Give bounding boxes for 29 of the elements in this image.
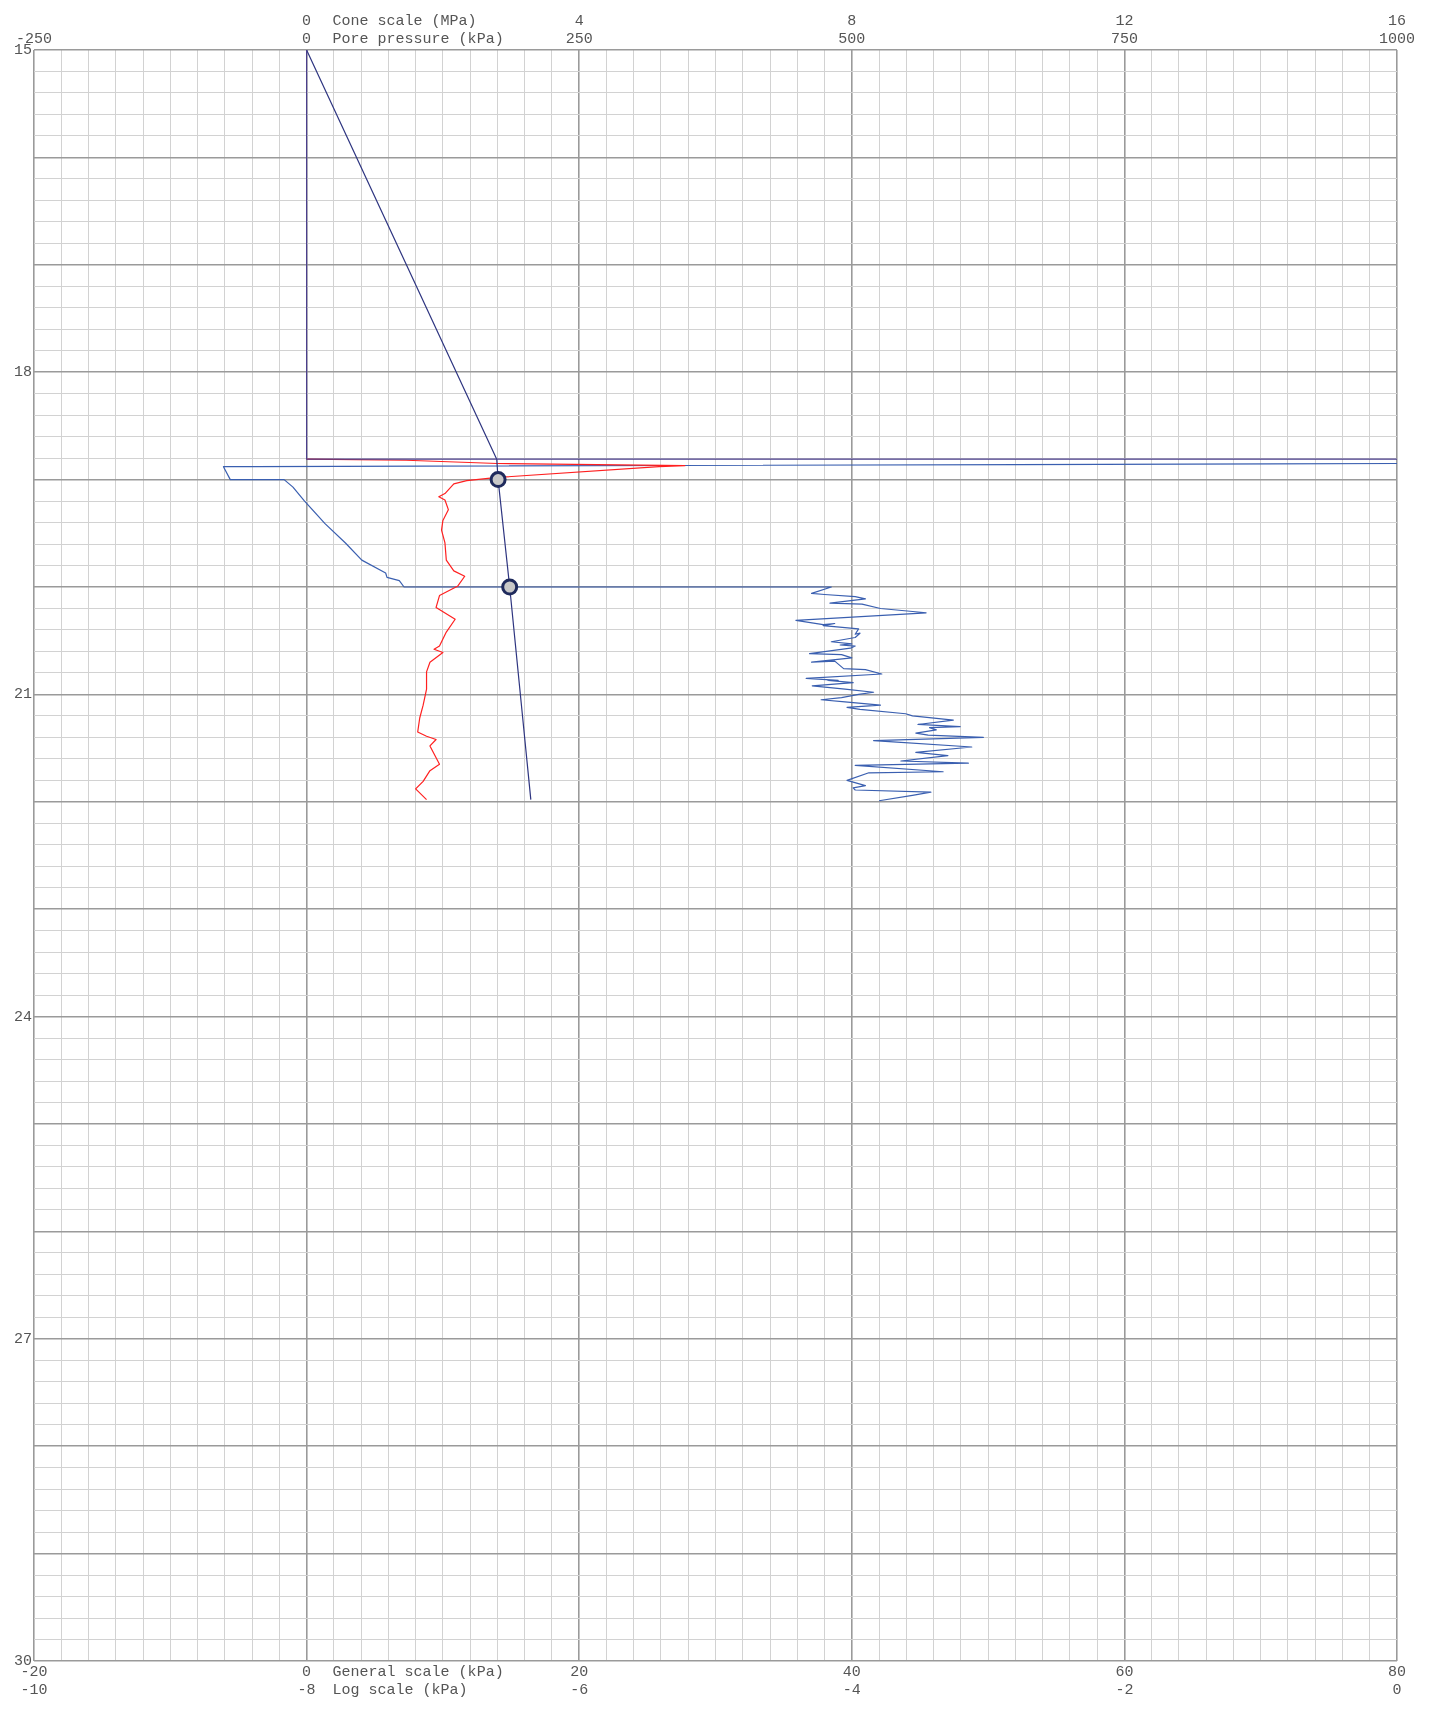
x2-tick-label: 12 <box>1115 12 1134 30</box>
text: -4 <box>842 1681 861 1699</box>
y-tick-label: 21 <box>13 686 32 704</box>
text: 1000 <box>1378 30 1416 48</box>
text: 500 <box>838 30 866 48</box>
text: Log scale (kPa) <box>332 1681 468 1699</box>
text: -10 <box>20 1681 48 1699</box>
text: 750 <box>1110 30 1138 48</box>
x2-tick-label: 8 <box>847 12 857 30</box>
y-tick-label: 27 <box>13 1330 32 1348</box>
x-tick-label: 80 <box>1387 1663 1407 1681</box>
text: -8 <box>297 1681 316 1699</box>
text: -2 <box>1115 1681 1134 1699</box>
text: 0 <box>302 30 312 48</box>
x-axis-title: General scale (kPa) <box>332 1663 504 1681</box>
x2-tick-label: 16 <box>1387 12 1407 30</box>
x2-tick-label: 4 <box>574 12 584 30</box>
text: -6 <box>570 1681 589 1699</box>
y-tick-label: 18 <box>13 364 32 382</box>
x2-tick-label: 0 <box>302 12 312 30</box>
text: 0 <box>1392 1681 1402 1699</box>
text: 250 <box>565 30 593 48</box>
text: Pore pressure (kPa) <box>332 30 504 48</box>
x-tick-label: 40 <box>842 1663 861 1681</box>
x2-axis-title: Cone scale (MPa) <box>332 12 477 30</box>
y-tick-label: 24 <box>13 1008 32 1026</box>
x-tick-label: 0 <box>302 1663 312 1681</box>
x-tick-label: 20 <box>570 1663 589 1681</box>
x-tick-label: 60 <box>1115 1663 1134 1681</box>
